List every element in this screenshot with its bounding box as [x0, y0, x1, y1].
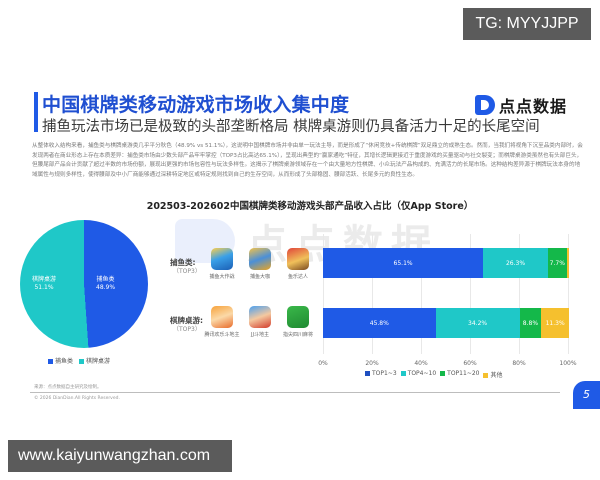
- tg-watermark-badge: TG: MYYJJPP: [463, 8, 591, 40]
- x-tick: 0%: [318, 360, 328, 367]
- row-label-fishing: 捕鱼类: （TOP3）: [170, 258, 201, 275]
- mahjong-icon: [287, 306, 309, 328]
- app-board-1: 腾讯欢乐斗地主: [204, 306, 240, 338]
- fish-game-icon: [211, 248, 233, 270]
- x-tick: 40%: [414, 360, 428, 367]
- app-fishing-1: 捕鱼大作战: [204, 248, 240, 280]
- doudizhu-icon: [211, 306, 233, 328]
- gridline: [568, 234, 569, 354]
- bar-segment: 8.8%: [519, 308, 542, 338]
- legend-swatch: [400, 371, 406, 376]
- bar-legend: TOP1~3 TOP4~10 TOP11~20 其他: [365, 370, 503, 379]
- x-tick: 100%: [559, 360, 577, 367]
- diandian-logo-icon: [475, 95, 495, 115]
- fish-master-icon: [287, 248, 309, 270]
- page-subtitle: 捕鱼玩法市场已是极致的头部垄断格局 棋牌桌游则仍具备活力十足的长尾空间: [42, 119, 540, 135]
- app-board-2: JJ斗地主: [242, 306, 278, 338]
- bar-board: 45.8% 34.2% 8.8% 11.3%: [323, 308, 569, 338]
- bar-segment: 26.3%: [483, 248, 548, 278]
- analysis-paragraph: 从整体收入结构来看，捕鱼类与棋牌桌游类几乎平分秋色（48.9% vs 51.1%…: [32, 143, 583, 178]
- row-label-board: 棋牌桌游: （TOP3）: [170, 316, 203, 333]
- bar-segment: 45.8%: [323, 308, 436, 338]
- app-board-3: 指尖四川麻将: [280, 306, 316, 338]
- gridline: [470, 234, 471, 354]
- x-tick: 80%: [512, 360, 526, 367]
- legend-item-fishing: 捕鱼类: [48, 356, 73, 365]
- gridline: [421, 234, 422, 354]
- url-watermark-badge: www.kaiyunwangzhan.com: [8, 440, 232, 472]
- logo-text: 点点数据: [499, 97, 568, 116]
- diandian-logo: 点点数据: [475, 93, 567, 117]
- chart-title: 202503-202602中国棋牌类移动游戏头部产品收入占比（仅App Stor…: [146, 201, 474, 212]
- legend-swatch: [48, 359, 53, 364]
- title-accent-bar: [34, 92, 38, 132]
- bar-segment: 7.7%: [547, 248, 567, 278]
- revenue-pie-chart: 捕鱼类 48.9% 棋牌桌游 51.1%: [20, 220, 150, 350]
- copyright-text: © 2026 DianDian.All Rights Reserved.: [34, 396, 120, 401]
- legend-item-top11-20: TOP11~20: [440, 370, 479, 379]
- pie-label-fishing: 捕鱼类 48.9%: [96, 276, 116, 291]
- stacked-bar-chart: 65.1% 26.3% 7.7% 45.8% 34.2% 8.8% 11.3% 0% 20…: [318, 234, 577, 367]
- page-title: 中国棋牌类移动游戏市场收入集中度: [42, 94, 350, 116]
- bar-fishing: 65.1% 26.3% 7.7%: [323, 248, 569, 278]
- bar-segment: 11.3%: [541, 308, 569, 338]
- legend-swatch: [365, 371, 370, 376]
- pie-label-board: 棋牌桌游 51.1%: [32, 276, 57, 291]
- pie: 捕鱼类 48.9% 棋牌桌游 51.1%: [20, 220, 148, 348]
- legend-swatch: [79, 359, 85, 364]
- footer-divider: [30, 392, 560, 393]
- pie-legend: 捕鱼类 棋牌桌游: [48, 356, 110, 365]
- legend-item-board: 棋牌桌游: [79, 356, 110, 365]
- bar-segment: 34.2%: [435, 308, 520, 338]
- gridline: [372, 234, 373, 354]
- jj-doudizhu-icon: [249, 306, 271, 328]
- legend-item-top1-3: TOP1~3: [365, 370, 397, 379]
- report-slide: 中国棋牌类移动游戏市场收入集中度 捕鱼玩法市场已是极致的头部垄断格局 棋牌桌游则…: [20, 88, 600, 410]
- gridline: [323, 234, 324, 354]
- bar-segment: [566, 248, 569, 278]
- legend-item-other: 其他: [483, 370, 503, 379]
- legend-swatch: [440, 371, 446, 376]
- app-fishing-3: 鱼乐达人: [280, 248, 316, 280]
- x-tick: 20%: [365, 360, 379, 367]
- app-fishing-2: 捕鱼大咖: [242, 248, 278, 280]
- shark-game-icon: [249, 248, 271, 270]
- source-note: 来源：点点数据自主研究及绘制。: [34, 385, 102, 390]
- page-number-badge: 5: [573, 381, 600, 409]
- gridline: [519, 234, 520, 354]
- legend-item-top4-10: TOP4~10: [400, 370, 436, 379]
- legend-swatch: [483, 373, 489, 378]
- bar-segment: 65.1%: [323, 248, 484, 278]
- x-tick: 60%: [463, 360, 477, 367]
